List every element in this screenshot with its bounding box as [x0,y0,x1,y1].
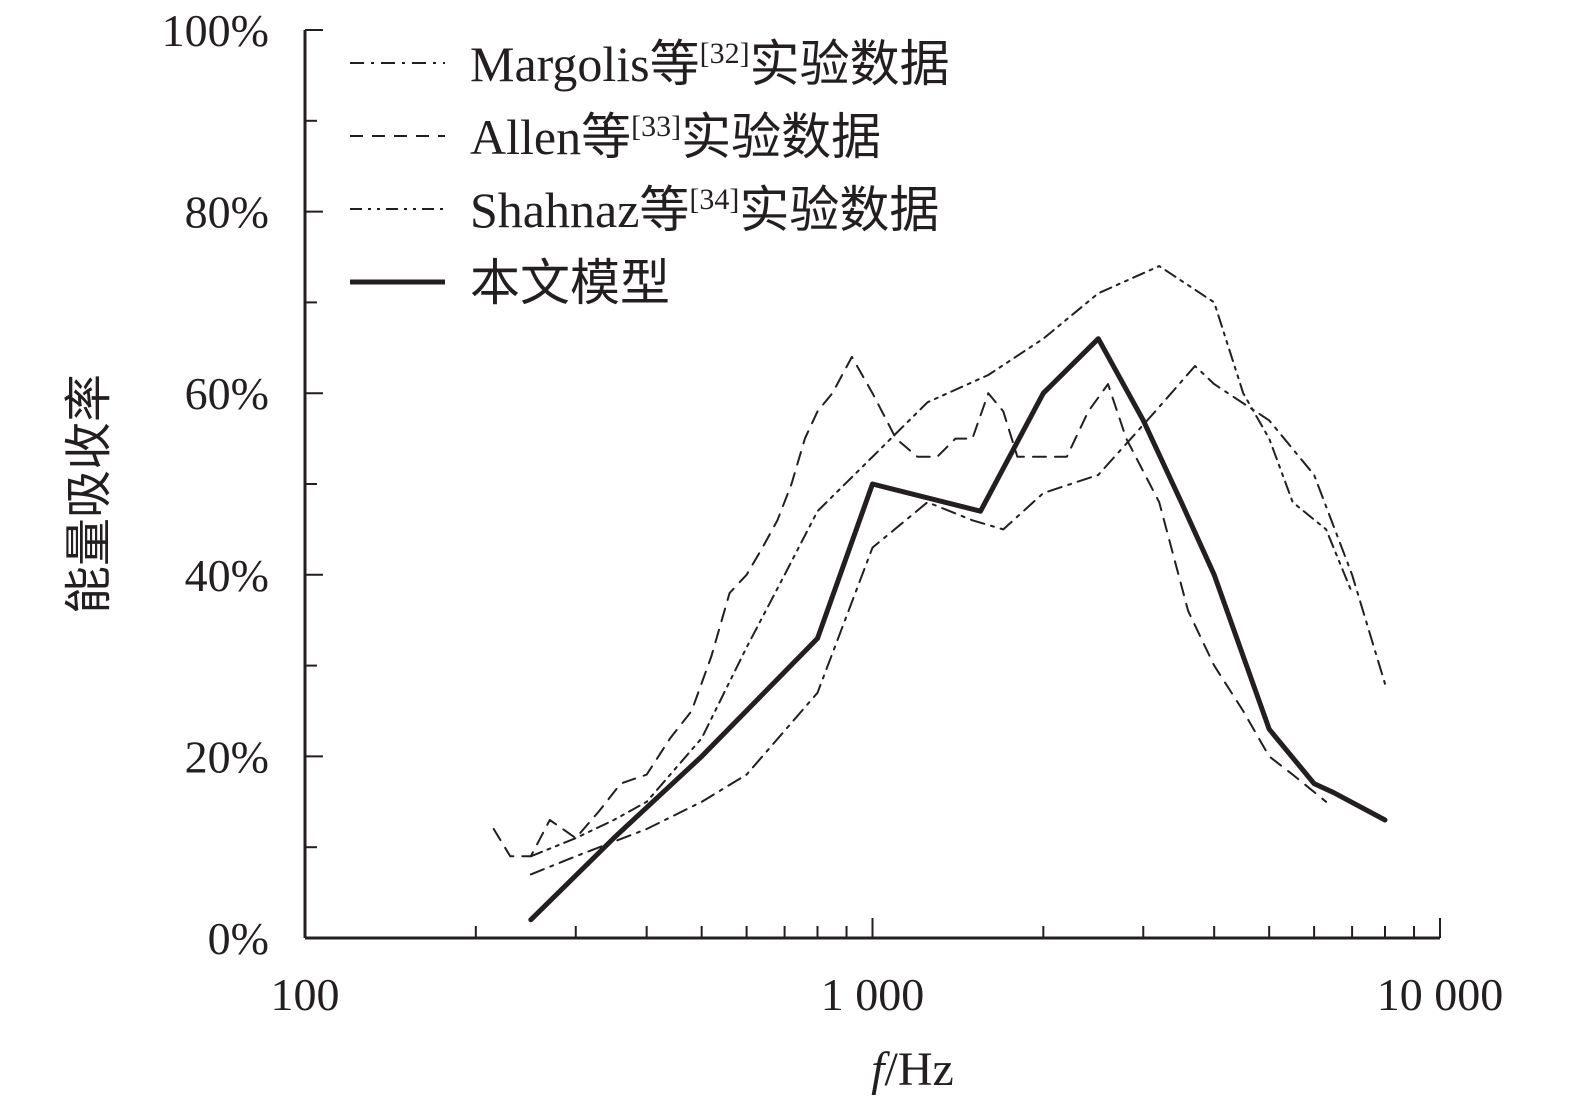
axes: 100 1 000 10 000 0% 20% 40% 60% 80% 100% [162,5,1504,1020]
legend-label-3: Shahnaz等[34]实验数据 [470,182,939,238]
y-tick-label: 40% [185,550,269,601]
x-axis-label: f/Hz [871,1043,954,1096]
y-axis-label: 能量吸收率 [63,374,116,614]
series-lines [492,265,1388,923]
series-line-3 [529,265,1354,858]
y-tick-label: 100% [162,5,269,56]
x-tick-label: 1 000 [821,969,925,1020]
legend-label-4: 本文模型 [470,255,670,311]
x-axis-ticks: 100 1 000 10 000 [271,918,1504,1020]
legend-label-1: Margolis等[32]实验数据 [470,36,950,92]
x-tick-label: 10 000 [1377,969,1504,1020]
y-tick-label: 60% [185,368,269,419]
series-line-1 [529,365,1386,876]
y-axis-ticks: 0% 20% 40% 60% 80% 100% [162,5,323,964]
x-tick-label: 100 [271,969,340,1020]
series-line-4 [528,336,1388,923]
y-tick-label: 80% [185,187,269,238]
y-tick-label: 20% [185,731,269,782]
legend-label-2: Allen等[33]实验数据 [470,109,881,165]
legend: Margolis等[32]实验数据 Allen等[33]实验数据 Shahnaz等[… [350,36,950,311]
y-tick-label: 0% [208,913,269,964]
series-line-2 [492,355,1328,858]
